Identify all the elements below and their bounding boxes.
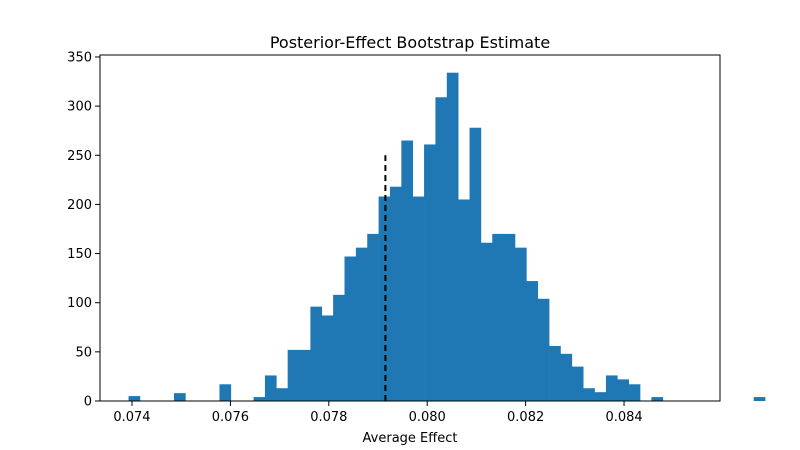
histogram-bar (605, 375, 618, 401)
chart-title: Posterior-Effect Bootstrap Estimate (270, 33, 550, 52)
histogram-bar (264, 375, 277, 401)
y-axis: 0 50 100 150 200 250 300 350 (67, 50, 100, 410)
histogram-bar (549, 345, 561, 401)
histogram-bar (628, 384, 641, 401)
histogram-bar (651, 397, 664, 401)
x-tick-label: 0.082 (507, 410, 544, 425)
x-axis-label: Average Effect (363, 431, 458, 446)
histogram-bar (571, 366, 584, 401)
histogram-bars (128, 72, 766, 402)
x-tick-label: 0.080 (409, 410, 446, 425)
histogram-bar (401, 140, 414, 402)
y-tick-label: 0 (84, 395, 92, 410)
histogram-bar (367, 233, 379, 401)
histogram-bar (412, 196, 425, 401)
x-tick-label: 0.078 (310, 410, 347, 425)
histogram-bar (492, 233, 504, 401)
histogram-bar (537, 298, 550, 401)
y-tick-label: 150 (67, 247, 92, 262)
histogram-bar (560, 353, 573, 401)
x-tick-label: 0.084 (605, 410, 642, 425)
histogram-bar (753, 397, 766, 401)
histogram-bar (503, 233, 516, 401)
histogram-bar (219, 384, 232, 401)
plot-frame (99, 54, 721, 402)
x-tick-label: 0.074 (113, 410, 150, 425)
histogram-bar (310, 306, 323, 401)
histogram-bar (389, 186, 402, 401)
histogram-bar (458, 199, 470, 401)
histogram-bar (594, 392, 607, 401)
y-tick-label: 50 (75, 345, 92, 360)
histogram-bar (321, 315, 334, 401)
histogram-bar (253, 397, 266, 401)
histogram-bar (469, 127, 482, 401)
y-tick-label: 350 (67, 50, 92, 65)
histogram-bar (128, 396, 141, 401)
y-tick-label: 200 (67, 198, 92, 213)
x-tick-label: 0.076 (212, 410, 249, 425)
histogram-bar (617, 379, 629, 401)
histogram-bar (276, 388, 288, 401)
histogram-bar (480, 242, 493, 401)
histogram-bar (299, 349, 311, 401)
histogram-bar (344, 256, 357, 401)
y-tick-label: 100 (67, 296, 92, 311)
histogram-bar (355, 247, 368, 401)
histogram-bar (446, 72, 459, 402)
y-tick-label: 300 (67, 100, 92, 115)
y-tick-label: 250 (67, 149, 92, 164)
histogram-bar (526, 281, 539, 401)
x-axis: 0.074 0.076 0.078 0.080 0.082 0.084 (113, 401, 643, 425)
histogram-bar (435, 97, 448, 402)
histogram-bar (515, 247, 527, 401)
histogram-bar (174, 393, 186, 401)
histogram-bar (583, 388, 595, 401)
histogram-bar (333, 294, 345, 401)
histogram-bar (287, 349, 300, 401)
histogram-bar (424, 144, 436, 402)
